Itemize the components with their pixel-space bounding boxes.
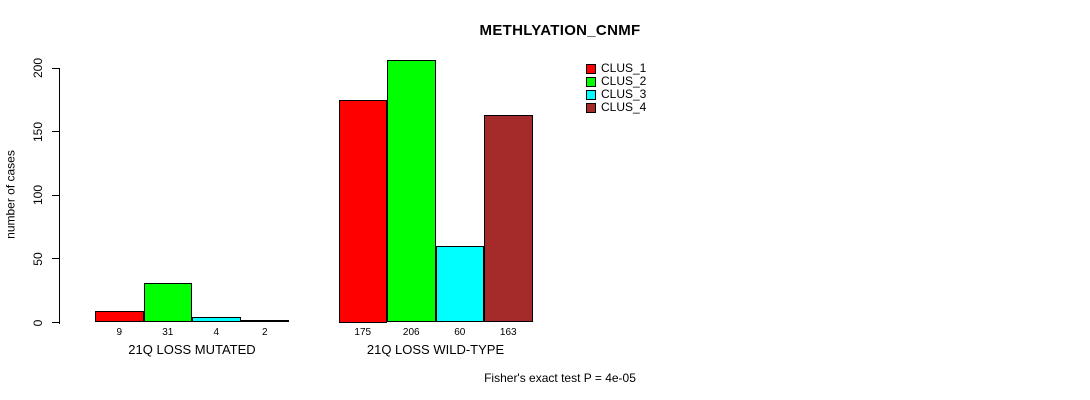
legend-item: CLUS_1: [586, 62, 646, 75]
legend-swatch: [586, 89, 596, 100]
y-tick-mark: [52, 258, 59, 260]
legend-label: CLUS_4: [601, 100, 647, 114]
legend-item: CLUS_2: [586, 75, 646, 88]
y-tick-label: 150: [31, 121, 45, 142]
legend-label: CLUS_1: [601, 61, 647, 75]
y-tick-mark: [52, 131, 59, 133]
legend-label: CLUS_2: [601, 74, 647, 88]
bar: [435, 246, 484, 323]
y-tick-mark: [52, 194, 59, 196]
bar-value-label: 175: [354, 327, 372, 338]
y-axis-line: [59, 68, 60, 324]
bar-value-label: 9: [116, 327, 123, 338]
y-tick-mark: [52, 67, 59, 69]
bar-value-label: 206: [402, 327, 420, 338]
bar: [484, 115, 533, 323]
bar: [240, 319, 289, 323]
y-tick-label: 50: [31, 252, 45, 266]
bar: [143, 283, 192, 323]
legend-item: CLUS_4: [586, 101, 646, 114]
y-tick-mark: [52, 322, 59, 323]
stat-annotation: Fisher's exact test P = 4e-05: [484, 371, 636, 385]
group-label: 21Q LOSS WILD-TYPE: [366, 342, 505, 357]
bar-value-label: 2: [261, 327, 268, 338]
group-label: 21Q LOSS MUTATED: [128, 342, 256, 357]
y-tick-label: 200: [31, 57, 45, 79]
bar: [192, 317, 241, 323]
y-tick-label: 100: [31, 185, 45, 206]
legend-item: CLUS_3: [586, 88, 646, 101]
legend-swatch: [586, 102, 596, 113]
y-axis-label: number of cases: [3, 150, 18, 239]
bar: [338, 99, 387, 323]
legend-swatch: [586, 63, 596, 74]
bar: [387, 60, 436, 323]
legend-swatch: [586, 76, 596, 87]
bar-value-label: 60: [454, 327, 466, 338]
bar-value-label: 31: [162, 327, 174, 338]
bar-value-label: 163: [499, 327, 517, 338]
bar: [95, 311, 144, 323]
bar-value-label: 4: [213, 327, 220, 338]
legend-label: CLUS_3: [601, 87, 647, 101]
chart-title: METHLYATION_CNMF: [479, 22, 641, 39]
y-tick-label: 0: [31, 319, 45, 326]
legend: CLUS_1 CLUS_2 CLUS_3 CLUS_4: [586, 62, 646, 114]
